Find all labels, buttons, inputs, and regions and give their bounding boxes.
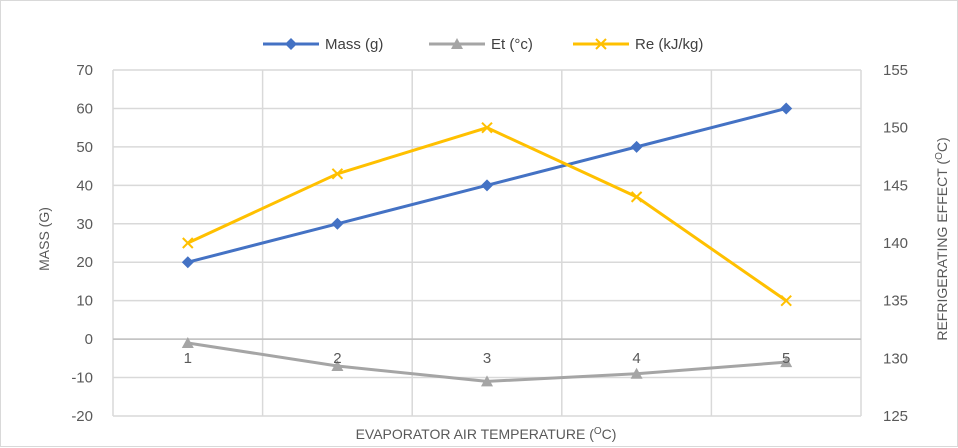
series-layer xyxy=(181,102,793,387)
data-point xyxy=(331,217,344,230)
left-tick-label: -10 xyxy=(71,370,93,387)
series-1 xyxy=(181,336,793,387)
left-tick-label: -20 xyxy=(71,408,93,425)
category-label: 5 xyxy=(782,350,790,367)
data-point xyxy=(182,237,194,249)
left-tick-label: 20 xyxy=(76,254,93,271)
data-point xyxy=(630,367,643,379)
data-point xyxy=(780,294,792,307)
right-tick-label: 130 xyxy=(883,350,908,367)
x-axis-title: EVAPORATOR AIR TEMPERATURE (OC) xyxy=(356,426,617,442)
y-axis-title: MASS (G) xyxy=(36,207,52,271)
data-point xyxy=(481,121,493,134)
data-point xyxy=(780,356,793,368)
left-tick-label: 50 xyxy=(76,139,93,156)
category-label: 2 xyxy=(333,350,341,367)
left-tick-label: 10 xyxy=(76,293,93,310)
left-tick-label: 0 xyxy=(85,331,93,348)
left-tick-label: 30 xyxy=(76,216,93,233)
right-tick-label: 125 xyxy=(883,408,908,425)
category-label: 3 xyxy=(483,350,491,367)
right-tick-label: 135 xyxy=(883,293,908,310)
data-point xyxy=(331,168,344,180)
right-tick-label: 150 xyxy=(883,120,908,137)
left-tick-label: 40 xyxy=(76,177,93,194)
category-label: 1 xyxy=(184,350,192,367)
data-point xyxy=(481,179,493,192)
data-point xyxy=(481,375,493,387)
right-axis-ticks: 125 130 135 140 145 150 155 xyxy=(883,62,908,425)
right-tick-label: 145 xyxy=(883,177,908,194)
data-point xyxy=(630,140,643,153)
legend-label: Et (°c) xyxy=(491,36,533,53)
series-2 xyxy=(182,121,792,307)
legend-marker xyxy=(451,38,463,49)
data-point xyxy=(181,336,194,348)
legend-label: Mass (g) xyxy=(325,36,383,53)
data-point xyxy=(181,256,194,269)
left-axis-ticks: -20 -10 0 10 20 30 40 50 60 70 xyxy=(71,62,93,425)
series-line xyxy=(187,126,788,302)
legend-marker xyxy=(285,38,297,50)
legend-label: Re (kJ/kg) xyxy=(635,36,703,53)
data-point xyxy=(331,360,344,372)
data-point xyxy=(780,102,793,115)
legend-item-2: Re (kJ/kg) xyxy=(573,36,703,53)
left-tick-label: 70 xyxy=(76,62,93,79)
legend: Mass (g) Et (°c) Re (kJ/kg) xyxy=(263,36,703,53)
left-tick-label: 60 xyxy=(76,100,93,117)
legend-item-0: Mass (g) xyxy=(263,36,383,53)
y2-axis-title: REFRIGERATING EFFECT (OC) xyxy=(934,137,950,340)
category-labels: 1 2 3 4 5 xyxy=(184,350,791,367)
data-point xyxy=(630,191,643,203)
right-tick-label: 140 xyxy=(883,235,908,252)
series-0 xyxy=(181,102,793,269)
right-tick-label: 155 xyxy=(883,62,908,79)
gridlines xyxy=(112,69,862,417)
legend-marker xyxy=(595,38,607,50)
legend-item-1: Et (°c) xyxy=(429,36,533,53)
category-label: 4 xyxy=(632,350,640,367)
